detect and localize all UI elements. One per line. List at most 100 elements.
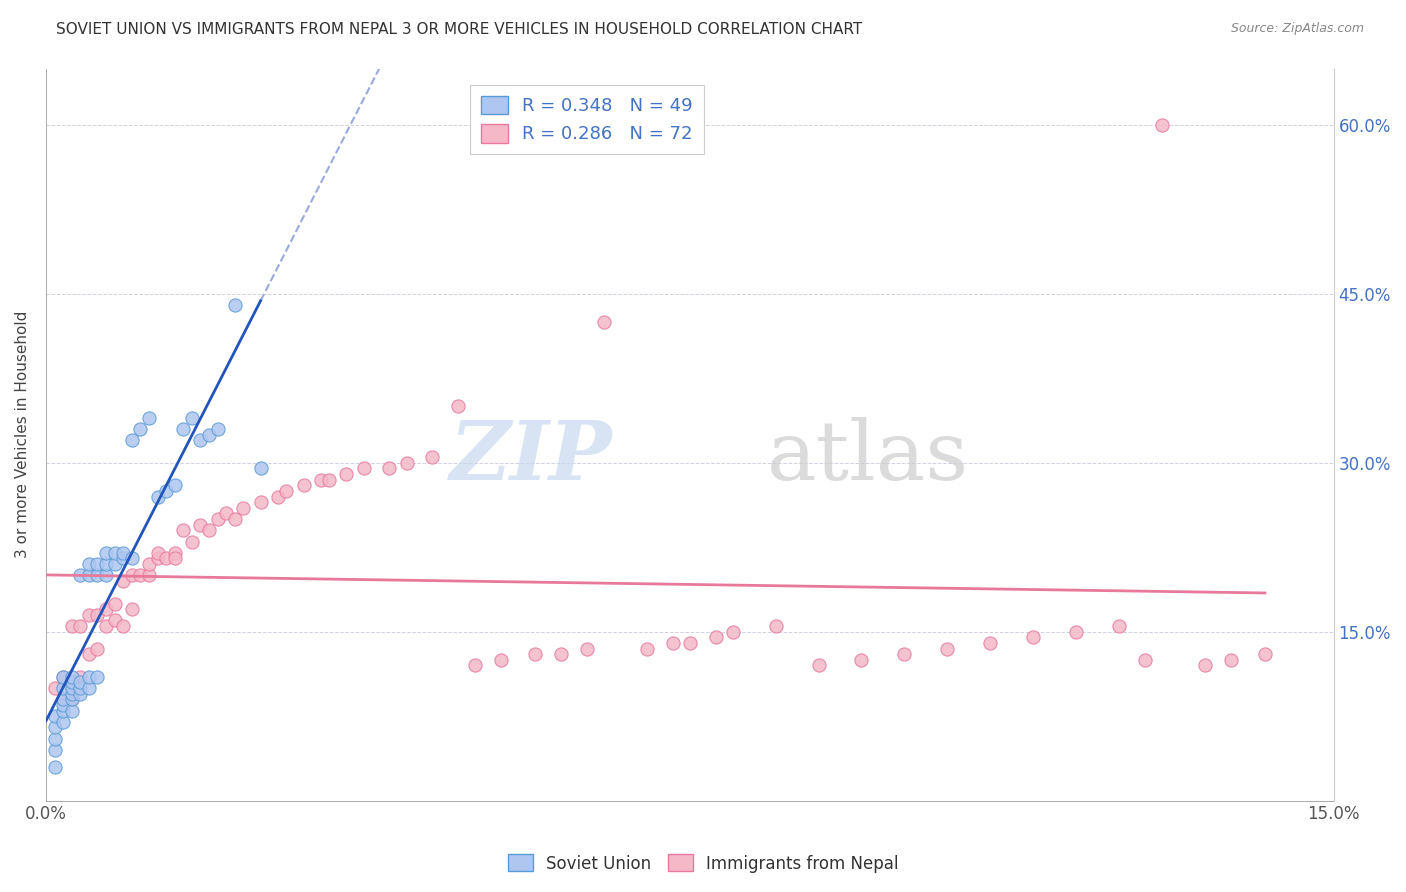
Point [104,557,127,571]
Point [44,731,66,746]
Point [94,546,117,560]
Point [224,512,246,526]
Point [112,619,135,633]
Point [318,473,340,487]
Point [1064,624,1087,639]
Point [94,619,117,633]
Point [636,641,658,656]
Point [198,524,221,538]
Point [44,681,66,695]
Point [979,636,1001,650]
Point [464,658,486,673]
Point [69,619,91,633]
Point [52,670,75,684]
Legend: Soviet Union, Immigrants from Nepal: Soviet Union, Immigrants from Nepal [501,847,905,880]
Point [86,607,108,622]
Point [155,551,177,566]
Point [121,602,143,616]
Point [1254,647,1277,661]
Point [138,557,160,571]
Point [77,670,100,684]
Point [60,619,83,633]
Point [353,461,375,475]
Point [180,534,202,549]
Point [129,568,152,582]
Point [94,602,117,616]
Point [121,551,143,566]
Point [232,500,254,515]
Y-axis label: 3 or more Vehicles in Household: 3 or more Vehicles in Household [15,311,30,558]
Point [138,410,160,425]
Point [44,709,66,723]
Legend: R = 0.348   N = 49, R = 0.286   N = 72: R = 0.348 N = 49, R = 0.286 N = 72 [470,85,703,154]
Point [138,568,160,582]
Point [704,630,727,644]
Point [69,687,91,701]
Point [163,551,186,566]
Point [679,636,702,650]
Point [215,507,238,521]
Point [1150,118,1173,132]
Point [180,410,202,425]
Point [121,568,143,582]
Point [550,647,572,661]
Point [112,551,135,566]
Point [52,698,75,712]
Point [52,670,75,684]
Point [69,670,91,684]
Point [276,483,298,498]
Point [52,714,75,729]
Point [60,704,83,718]
Point [60,692,83,706]
Point [52,692,75,706]
Point [249,461,271,475]
Point [129,422,152,436]
Point [207,512,229,526]
Point [86,568,108,582]
Point [524,647,547,661]
Point [44,720,66,734]
Point [94,568,117,582]
Point [378,461,401,475]
Point [69,568,91,582]
Point [86,641,108,656]
Point [335,467,357,481]
Point [249,495,271,509]
Point [104,597,127,611]
Point [77,568,100,582]
Point [146,551,169,566]
Point [112,574,135,588]
Point [267,490,290,504]
Point [1022,630,1045,644]
Point [807,658,830,673]
Point [721,624,744,639]
Point [60,670,83,684]
Point [765,619,787,633]
Point [52,681,75,695]
Point [309,473,332,487]
Point [44,743,66,757]
Point [224,298,246,312]
Point [172,422,194,436]
Point [86,670,108,684]
Point [146,546,169,560]
Point [52,704,75,718]
Point [190,517,212,532]
Point [395,456,418,470]
Point [661,636,683,650]
Point [936,641,959,656]
Point [190,433,212,447]
Point [1219,653,1241,667]
Point [60,681,83,695]
Point [163,478,186,492]
Point [86,557,108,571]
Point [146,490,169,504]
Text: atlas: atlas [768,417,969,497]
Point [77,647,100,661]
Point [1194,658,1216,673]
Point [575,641,598,656]
Point [593,315,616,329]
Point [69,675,91,690]
Point [77,607,100,622]
Point [163,546,186,560]
